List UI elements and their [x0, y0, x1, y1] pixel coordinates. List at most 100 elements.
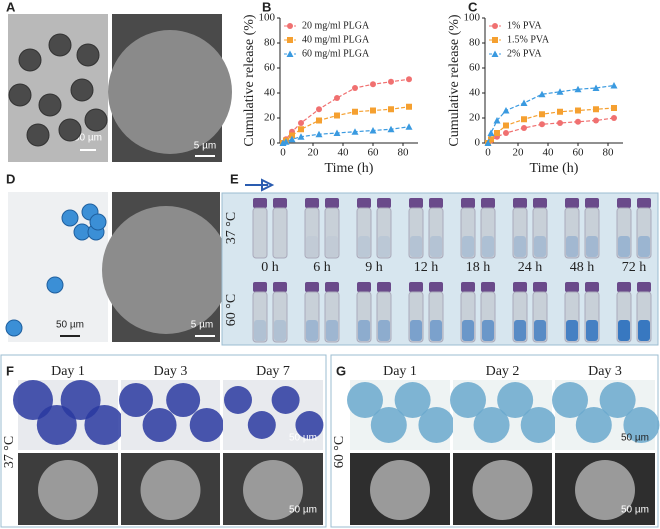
marker: [574, 85, 582, 93]
panel-label: C: [468, 0, 478, 14]
tube-liquid: [618, 236, 630, 257]
y-axis-label: Cumulative release (%): [242, 14, 257, 147]
tube: [408, 207, 424, 259]
microsphere: [166, 383, 201, 417]
tube-cap: [461, 282, 475, 292]
series-line: [487, 107, 615, 144]
time-label: 18 h: [466, 260, 491, 275]
tube-cap: [637, 282, 651, 292]
scale-bar-label: 50 µm: [56, 320, 84, 331]
tube: [512, 207, 528, 259]
y-axis-label: Cumulative release (%): [447, 14, 462, 147]
tube-cap: [585, 198, 599, 208]
marker: [493, 117, 501, 124]
tube-cap: [513, 282, 527, 292]
arrow: [245, 178, 275, 192]
sem-sphere: [472, 460, 533, 520]
tube-liquid: [306, 236, 318, 257]
tube-liquid: [586, 236, 598, 257]
panel-label: G: [336, 363, 346, 378]
tube-liquid: [514, 320, 526, 341]
marker: [503, 130, 509, 136]
x-tick-label: 80: [398, 147, 410, 159]
marker: [557, 120, 563, 126]
tube-cap: [429, 282, 443, 292]
marker: [406, 76, 412, 83]
tube-liquid: [410, 320, 422, 341]
tube-cap: [565, 198, 579, 208]
tube: [564, 207, 580, 259]
tube: [252, 207, 268, 259]
marker: [316, 106, 322, 113]
tube-cap: [533, 198, 547, 208]
legend-label: 1% PVA: [507, 20, 542, 31]
marker: [494, 130, 500, 136]
time-label: 0 h: [261, 260, 279, 275]
microsphere: [552, 382, 588, 418]
legend-marker: [287, 37, 293, 43]
tube-cap: [357, 282, 371, 292]
microsphere: [247, 411, 276, 439]
tube-liquid: [378, 236, 390, 257]
tube-cap: [325, 198, 339, 208]
microsphere: [13, 380, 53, 420]
tube-liquid: [358, 320, 370, 341]
x-tick-label: 0: [280, 147, 286, 159]
tube: [272, 291, 288, 343]
marker: [288, 135, 296, 143]
particle: [46, 276, 64, 294]
marker: [369, 127, 377, 134]
scale-bar-label: 50 µm: [289, 505, 317, 516]
microsphere: [119, 383, 153, 417]
microsphere: [394, 382, 431, 418]
tube: [252, 291, 268, 343]
marker: [333, 129, 341, 136]
tube-liquid: [586, 320, 598, 341]
marker: [487, 129, 495, 136]
tube: [584, 207, 600, 259]
day-label: Day 3: [154, 364, 188, 379]
x-tick-label: 20: [308, 147, 320, 159]
scale-bar-label: 5 µm: [194, 141, 216, 152]
marker: [316, 117, 322, 124]
microsphere: [224, 386, 252, 414]
tube: [356, 291, 372, 343]
marker: [388, 78, 394, 85]
tube: [356, 207, 372, 259]
panel-label: D: [6, 171, 15, 186]
particle: [70, 78, 94, 102]
day-label: Day 1: [383, 364, 417, 379]
microsphere: [575, 407, 612, 443]
tube: [636, 207, 652, 259]
tube: [408, 291, 424, 343]
tube: [272, 207, 288, 259]
marker: [611, 105, 617, 111]
microsphere: [473, 407, 510, 443]
y-tick-label: 40: [469, 87, 481, 99]
microsphere: [189, 408, 224, 442]
tube-liquid: [254, 236, 266, 257]
tube-liquid: [482, 320, 494, 341]
panel-label: F: [6, 363, 14, 378]
series-line: [282, 126, 410, 144]
time-label: 6 h: [313, 260, 331, 275]
sem-sphere: [243, 460, 303, 520]
tube: [480, 207, 496, 259]
tube-liquid: [254, 320, 266, 341]
tube-liquid: [274, 320, 286, 341]
marker: [488, 136, 494, 143]
marker: [484, 139, 492, 146]
tube: [324, 291, 340, 343]
tube-liquid: [462, 320, 474, 341]
tube-liquid: [618, 320, 630, 341]
marker: [298, 126, 304, 133]
panel-label: B: [262, 0, 271, 14]
legend-marker: [491, 50, 499, 57]
y-tick-label: 60: [264, 62, 276, 74]
tube: [376, 207, 392, 259]
tube-cap: [357, 198, 371, 208]
marker: [521, 125, 527, 131]
tube: [304, 207, 320, 259]
day-label: Day 1: [51, 364, 85, 379]
